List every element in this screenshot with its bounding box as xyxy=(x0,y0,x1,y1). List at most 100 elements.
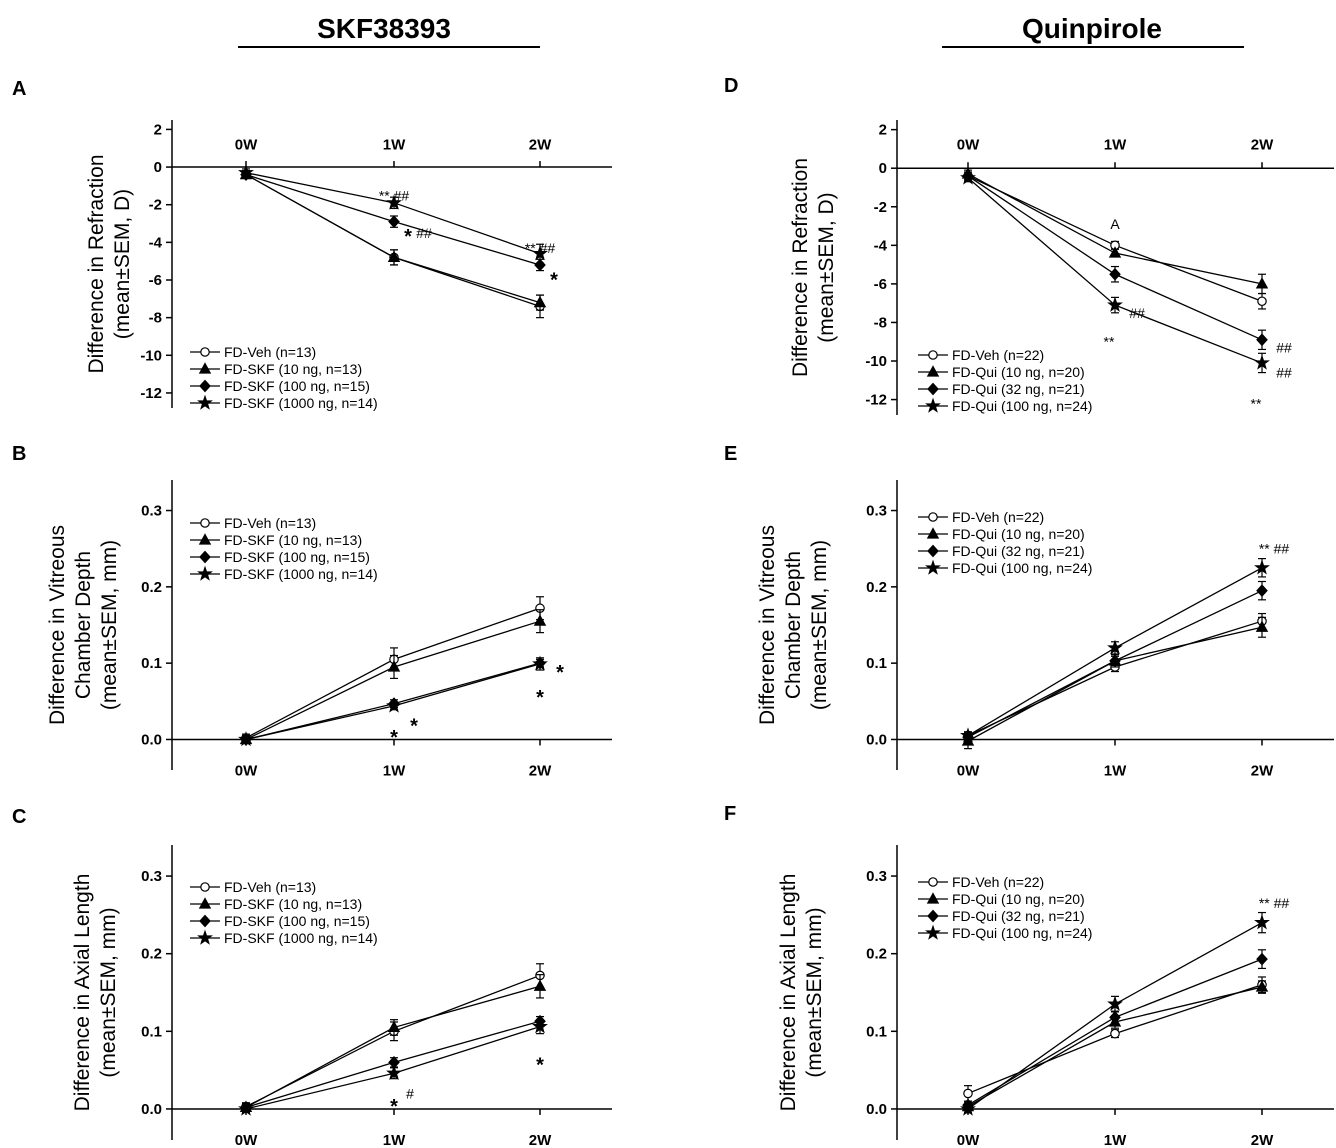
data-point-star xyxy=(1254,354,1270,370)
legend-marker-triangle xyxy=(198,362,212,374)
legend-entry: FD-Qui (10 ng, n=20) xyxy=(952,364,1085,380)
y-axis-label: Difference in Axial Length xyxy=(71,874,94,1112)
legend-marker-open-circle xyxy=(200,347,210,357)
panel-c: C 0.0 0.1 0.2 0.3 0W 1W 2W Difference in Axial L… xyxy=(12,806,612,1148)
data-point-triangle xyxy=(1255,277,1269,289)
series-high xyxy=(238,655,548,747)
x-tick-label: 0W xyxy=(957,1132,980,1148)
significance-annotation: A xyxy=(1110,216,1120,232)
data-point-star xyxy=(532,1018,548,1034)
legend-entry: FD-Veh (n=22) xyxy=(952,347,1044,363)
legend-entry: FD-SKF (10 ng, n=13) xyxy=(224,896,362,912)
y-tick-label: 0.3 xyxy=(866,868,887,885)
legend-entry: FD-Qui (32 ng, n=21) xyxy=(952,543,1085,559)
legend-marker-open-circle xyxy=(928,512,938,522)
legend-entry: FD-SKF (1000 ng, n=14) xyxy=(224,930,378,946)
significance-annotation: ## xyxy=(1129,305,1145,321)
series-line xyxy=(245,985,541,1108)
y-tick-label: 0.2 xyxy=(866,946,887,963)
data-point-star xyxy=(960,727,976,743)
data-point-diamond xyxy=(1256,333,1268,347)
data-point-diamond xyxy=(1109,267,1121,281)
legend-entry: FD-Veh (n=13) xyxy=(224,879,316,895)
data-point-star xyxy=(1107,296,1123,312)
legend-entry: FD-SKF (10 ng, n=13) xyxy=(224,361,362,377)
x-tick-label: 2W xyxy=(529,762,552,779)
data-point-star xyxy=(532,655,548,671)
legend: FD-Veh (n=22)FD-Qui (10 ng, n=20)FD-Qui … xyxy=(918,874,1092,941)
panel-a: A 2 0 -2 -4 -6 -8 -10 -12 0W 1W 2W Difference in Ref… xyxy=(12,78,612,411)
y-tick-label: 0.0 xyxy=(866,1101,887,1118)
significance-annotation: * xyxy=(556,662,564,684)
y-tick-label: 0.1 xyxy=(866,1023,887,1040)
x-tick-label: 0W xyxy=(957,762,980,779)
data-point-star xyxy=(1254,914,1270,930)
series-high xyxy=(238,1018,548,1116)
panel-b: B 0.0 0.1 0.2 0.3 0W 1W 2W Difference in Vitreou… xyxy=(12,443,612,779)
legend: FD-Veh (n=13)FD-SKF (10 ng, n=13)FD-SKF … xyxy=(190,344,378,411)
y-tick-label: 0.1 xyxy=(141,655,162,672)
x-tick-label: 1W xyxy=(383,136,406,153)
x-tick-label: 1W xyxy=(1104,137,1127,154)
significance-annotation: ** ## xyxy=(525,240,556,256)
legend: FD-Veh (n=13)FD-SKF (10 ng, n=13)FD-SKF … xyxy=(190,515,378,582)
series-low xyxy=(961,616,1269,750)
data-point-diamond xyxy=(1256,952,1268,966)
x-tick-label: 2W xyxy=(1251,1132,1274,1148)
data-point-triangle xyxy=(533,614,547,626)
series-high xyxy=(960,558,1270,743)
y-tick-label: -10 xyxy=(140,347,162,364)
data-point-star xyxy=(1254,559,1270,575)
y-tick-label: -6 xyxy=(149,272,162,289)
legend-marker-diamond xyxy=(927,544,939,558)
y-tick-label: -12 xyxy=(865,392,887,409)
data-point-star xyxy=(532,245,548,261)
y-tick-label: 0.2 xyxy=(141,579,162,596)
data-point-diamond xyxy=(1256,584,1268,598)
significance-annotation: ** xyxy=(1104,334,1115,350)
data-point-star xyxy=(1107,639,1123,655)
x-tick-label: 0W xyxy=(235,762,258,779)
y-axis-label: (mean±SEM, mm) xyxy=(97,907,120,1077)
legend: FD-Veh (n=13)FD-SKF (10 ng, n=13) FD-SKF … xyxy=(190,879,378,946)
panel-letter-b: B xyxy=(12,443,26,465)
series-line xyxy=(245,620,541,741)
y-tick-label: 0.2 xyxy=(866,579,887,596)
series-line xyxy=(967,620,1263,737)
legend-marker-triangle xyxy=(926,365,940,377)
legend-marker-star xyxy=(925,924,941,940)
significance-annotation: * xyxy=(404,226,412,248)
significance-annotation: * xyxy=(536,687,544,709)
y-tick-label: 0 xyxy=(879,160,887,177)
significance-annotation: # xyxy=(406,1085,414,1101)
x-tick-label: 2W xyxy=(1251,137,1274,154)
significance-annotation: ** ## xyxy=(1259,541,1290,557)
legend-entry: FD-Qui (10 ng, n=20) xyxy=(952,891,1085,907)
y-axis-label: Chamber Depth xyxy=(782,551,805,699)
panel-f: F 0.0 0.1 0.2 0.3 0W 1W 2W Difference in Axial L… xyxy=(724,803,1334,1148)
series-line xyxy=(245,172,541,255)
y-tick-label: 2 xyxy=(154,121,162,138)
legend-marker-star xyxy=(197,929,213,945)
x-tick-label: 1W xyxy=(383,762,406,779)
column-title-quinpirole: Quinpirole xyxy=(1022,13,1162,44)
y-axis-label: Difference in Vitreous xyxy=(46,525,69,725)
data-point-triangle xyxy=(387,660,401,672)
significance-annotation: * xyxy=(536,1054,544,1076)
legend-entry: FD-SKF (1000 ng, n=14) xyxy=(224,566,378,582)
y-tick-label: -2 xyxy=(874,199,887,216)
y-tick-label: -8 xyxy=(149,310,162,327)
legend: FD-Veh (n=22)FD-Qui (10 ng, n=20)FD-Qui … xyxy=(918,509,1092,576)
legend-entry: FD-SKF (100 ng, n=15) xyxy=(224,549,370,565)
legend-marker-triangle xyxy=(926,527,940,539)
column-header-left: SKF38393 xyxy=(238,13,540,48)
legend-marker-triangle xyxy=(198,897,212,909)
panel-letter-a: A xyxy=(12,78,26,100)
data-point-star xyxy=(960,169,976,185)
legend-marker-star xyxy=(197,394,213,410)
significance-annotation: * xyxy=(390,1096,398,1118)
series-veh xyxy=(241,963,545,1112)
data-point-open-circle xyxy=(963,1088,973,1099)
legend-marker-open-circle xyxy=(928,877,938,887)
